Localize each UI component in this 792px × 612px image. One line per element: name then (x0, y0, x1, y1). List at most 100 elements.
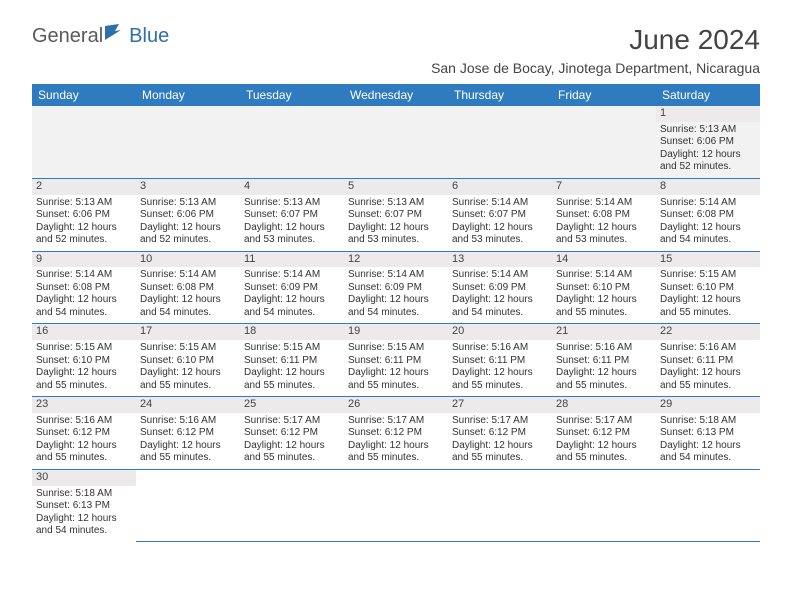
day-number: 29 (656, 397, 760, 413)
sunrise-line: Sunrise: 5:14 AM (556, 197, 652, 210)
weekday-header: Thursday (448, 84, 552, 106)
sunset-line: Sunset: 6:08 PM (556, 209, 652, 222)
daylight-line: Daylight: 12 hours and 55 minutes. (660, 367, 756, 392)
calendar-day-cell: 12Sunrise: 5:14 AMSunset: 6:09 PMDayligh… (344, 251, 448, 324)
weekday-header: Saturday (656, 84, 760, 106)
day-number: 24 (136, 397, 240, 413)
day-number: 4 (240, 179, 344, 195)
day-number: 18 (240, 324, 344, 340)
sunrise-line: Sunrise: 5:14 AM (660, 197, 756, 210)
sunset-line: Sunset: 6:10 PM (140, 355, 236, 368)
sunset-line: Sunset: 6:10 PM (660, 282, 756, 295)
calendar-day-cell: 18Sunrise: 5:15 AMSunset: 6:11 PMDayligh… (240, 324, 344, 397)
sunrise-line: Sunrise: 5:13 AM (660, 124, 756, 137)
day-number: 21 (552, 324, 656, 340)
sunset-line: Sunset: 6:06 PM (660, 136, 756, 149)
sunrise-line: Sunrise: 5:13 AM (348, 197, 444, 210)
day-number: 2 (32, 179, 136, 195)
daylight-line: Daylight: 12 hours and 53 minutes. (348, 222, 444, 247)
sunset-line: Sunset: 6:11 PM (452, 355, 548, 368)
daylight-line: Daylight: 12 hours and 55 minutes. (348, 367, 444, 392)
sunset-line: Sunset: 6:08 PM (660, 209, 756, 222)
calendar-table: SundayMondayTuesdayWednesdayThursdayFrid… (32, 84, 760, 542)
sunset-line: Sunset: 6:07 PM (452, 209, 548, 222)
daylight-line: Daylight: 12 hours and 53 minutes. (244, 222, 340, 247)
daylight-line: Daylight: 12 hours and 54 minutes. (452, 294, 548, 319)
daylight-line: Daylight: 12 hours and 54 minutes. (36, 513, 132, 538)
sunset-line: Sunset: 6:08 PM (36, 282, 132, 295)
day-number: 20 (448, 324, 552, 340)
calendar-empty-cell (656, 469, 760, 541)
daylight-line: Daylight: 12 hours and 55 minutes. (36, 440, 132, 465)
sunset-line: Sunset: 6:06 PM (140, 209, 236, 222)
calendar-empty-cell (448, 469, 552, 541)
daylight-line: Daylight: 12 hours and 54 minutes. (660, 440, 756, 465)
calendar-day-cell: 17Sunrise: 5:15 AMSunset: 6:10 PMDayligh… (136, 324, 240, 397)
sunrise-line: Sunrise: 5:18 AM (660, 415, 756, 428)
day-number: 23 (32, 397, 136, 413)
title-block: June 2024 San Jose de Bocay, Jinotega De… (431, 24, 760, 76)
sunrise-line: Sunrise: 5:17 AM (348, 415, 444, 428)
sunset-line: Sunset: 6:09 PM (452, 282, 548, 295)
sunrise-line: Sunrise: 5:16 AM (660, 342, 756, 355)
daylight-line: Daylight: 12 hours and 55 minutes. (556, 367, 652, 392)
day-number: 27 (448, 397, 552, 413)
daylight-line: Daylight: 12 hours and 55 minutes. (244, 440, 340, 465)
day-number: 14 (552, 252, 656, 268)
sunset-line: Sunset: 6:11 PM (348, 355, 444, 368)
calendar-day-cell: 30Sunrise: 5:18 AMSunset: 6:13 PMDayligh… (32, 469, 136, 541)
day-number: 26 (344, 397, 448, 413)
day-number: 19 (344, 324, 448, 340)
month-title: June 2024 (431, 24, 760, 56)
calendar-head: SundayMondayTuesdayWednesdayThursdayFrid… (32, 84, 760, 106)
calendar-day-cell: 14Sunrise: 5:14 AMSunset: 6:10 PMDayligh… (552, 251, 656, 324)
daylight-line: Daylight: 12 hours and 55 minutes. (452, 367, 548, 392)
sunrise-line: Sunrise: 5:13 AM (244, 197, 340, 210)
calendar-day-cell: 9Sunrise: 5:14 AMSunset: 6:08 PMDaylight… (32, 251, 136, 324)
sunrise-line: Sunrise: 5:14 AM (36, 269, 132, 282)
calendar-day-cell: 20Sunrise: 5:16 AMSunset: 6:11 PMDayligh… (448, 324, 552, 397)
sunset-line: Sunset: 6:11 PM (244, 355, 340, 368)
sunrise-line: Sunrise: 5:14 AM (452, 197, 548, 210)
sunrise-line: Sunrise: 5:14 AM (452, 269, 548, 282)
calendar-day-cell: 23 Sunrise: 5:16 AMSunset: 6:12 PMDayligh… (32, 397, 136, 470)
calendar-day-cell: 6Sunrise: 5:14 AMSunset: 6:07 PMDaylight… (448, 178, 552, 251)
sunrise-line: Sunrise: 5:16 AM (556, 342, 652, 355)
flag-icon (105, 24, 127, 48)
daylight-line: Daylight: 12 hours and 55 minutes. (36, 367, 132, 392)
daylight-line: Daylight: 12 hours and 55 minutes. (556, 440, 652, 465)
brand-part2: Blue (129, 25, 169, 48)
daylight-line: Daylight: 12 hours and 53 minutes. (556, 222, 652, 247)
calendar-day-cell: 26Sunrise: 5:17 AMSunset: 6:12 PMDayligh… (344, 397, 448, 470)
weekday-header: Wednesday (344, 84, 448, 106)
day-number: 30 (32, 470, 136, 486)
calendar-day-cell: 25Sunrise: 5:17 AMSunset: 6:12 PMDayligh… (240, 397, 344, 470)
sunrise-line: Sunrise: 5:14 AM (140, 269, 236, 282)
daylight-line: Daylight: 12 hours and 55 minutes. (556, 294, 652, 319)
calendar-day-cell: 15Sunrise: 5:15 AMSunset: 6:10 PMDayligh… (656, 251, 760, 324)
sunset-line: Sunset: 6:09 PM (348, 282, 444, 295)
page-header: General Blue June 2024 San Jose de Bocay… (32, 24, 760, 76)
day-number: 28 (552, 397, 656, 413)
day-number: 5 (344, 179, 448, 195)
sunset-line: Sunset: 6:11 PM (660, 355, 756, 368)
sunrise-line: Sunrise: 5:13 AM (140, 197, 236, 210)
calendar-day-cell: 8Sunrise: 5:14 AMSunset: 6:08 PMDaylight… (656, 178, 760, 251)
sunrise-line: Sunrise: 5:15 AM (348, 342, 444, 355)
calendar-empty-cell (344, 106, 448, 178)
day-number: 16 (32, 324, 136, 340)
daylight-line: Daylight: 12 hours and 52 minutes. (660, 149, 756, 174)
calendar-empty-cell (344, 469, 448, 541)
sunset-line: Sunset: 6:13 PM (660, 427, 756, 440)
sunset-line: Sunset: 6:12 PM (556, 427, 652, 440)
location-subtitle: San Jose de Bocay, Jinotega Department, … (431, 60, 760, 76)
day-number: 8 (656, 179, 760, 195)
daylight-line: Daylight: 12 hours and 55 minutes. (452, 440, 548, 465)
sunset-line: Sunset: 6:12 PM (140, 427, 236, 440)
day-number: 17 (136, 324, 240, 340)
calendar-day-cell: 21Sunrise: 5:16 AMSunset: 6:11 PMDayligh… (552, 324, 656, 397)
sunset-line: Sunset: 6:09 PM (244, 282, 340, 295)
sunrise-line: Sunrise: 5:16 AM (36, 415, 132, 428)
sunset-line: Sunset: 6:12 PM (36, 427, 132, 440)
calendar-empty-cell (136, 106, 240, 178)
